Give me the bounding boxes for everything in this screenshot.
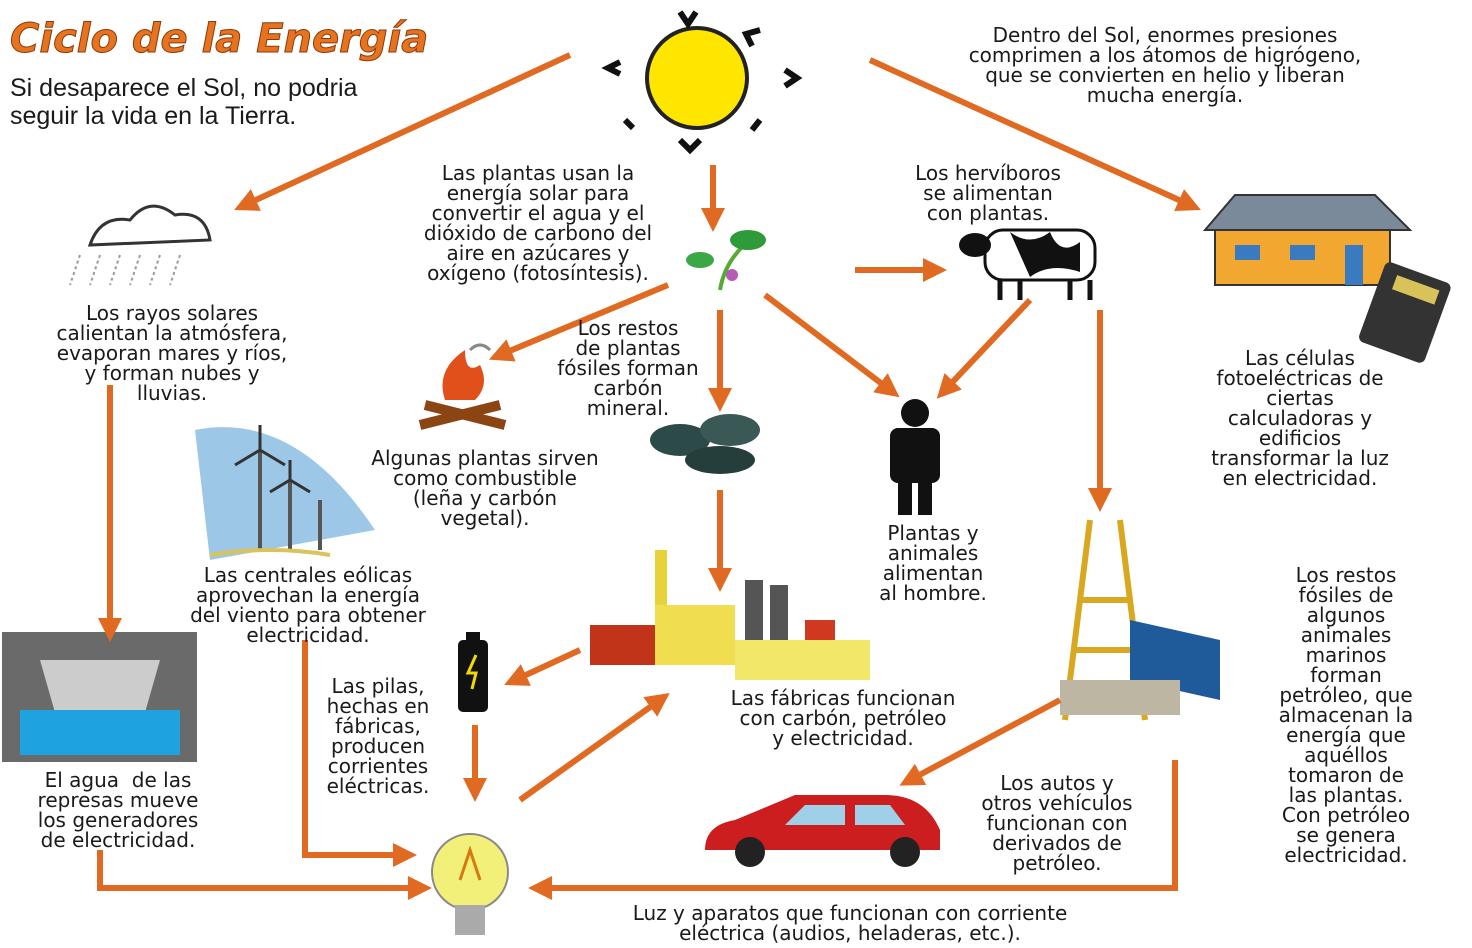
node-text: en electricidad.	[1223, 466, 1378, 490]
node-text: petróleo.	[1013, 851, 1102, 875]
title: Ciclo de la Energía	[10, 16, 428, 62]
node-text: algunos	[1307, 603, 1386, 627]
node-text: al hombre.	[879, 581, 987, 605]
node-text: fósiles forman	[557, 356, 698, 380]
node-text: Los restos	[578, 316, 679, 340]
node-text: animales	[1301, 623, 1392, 647]
node-text: petróleo, que	[1279, 683, 1412, 707]
node-text: tomaron de	[1288, 763, 1404, 787]
node-text: otros vehículos	[981, 791, 1132, 815]
battery-icon	[458, 632, 488, 712]
node-text: Plantas y	[887, 521, 978, 545]
node-text: Los restos	[1296, 563, 1397, 587]
node-text: aquéllos	[1304, 743, 1388, 767]
node-text: las plantas.	[1289, 783, 1404, 807]
node-text: aprovechan la energía	[196, 583, 420, 607]
node-text: oxígeno (fotosíntesis).	[427, 261, 649, 285]
node-text: animales	[888, 541, 979, 565]
factory-icon	[590, 550, 870, 680]
coal-icon	[650, 414, 760, 474]
node-text: electricidad.	[1284, 843, 1407, 867]
node-text: Las células	[1245, 346, 1355, 370]
dam-icon	[2, 632, 197, 762]
node-text: que se convierten en helio y liberan	[985, 63, 1345, 87]
node-text: comprimen a los átomos de higrógeno,	[969, 43, 1362, 67]
node-text: corrientes	[328, 754, 428, 778]
node-text: Luz y aparatos que funcionan con corrien…	[633, 901, 1068, 925]
subtitle-line: Si desaparece el Sol, no podria	[10, 74, 358, 102]
node-text: mucha energía.	[1087, 83, 1243, 107]
node-text: con carbón, petróleo	[739, 706, 946, 730]
node-text: fábricas,	[335, 714, 421, 738]
arrows	[97, 52, 1201, 900]
fire-icon	[418, 343, 507, 430]
node-text: edificios	[1259, 426, 1341, 450]
plant-icon	[686, 230, 766, 291]
node-text: convertir el agua y el	[432, 201, 645, 225]
node-text: Algunas plantas sirven	[371, 446, 598, 470]
node-text: del viento para obtener	[190, 603, 427, 627]
node-text: Las plantas usan la	[442, 161, 634, 185]
node-text: mineral.	[587, 396, 669, 420]
node-text: represas mueve	[38, 788, 199, 812]
node-text: (leña y carbón	[413, 486, 557, 510]
node-text: vegetal).	[441, 506, 530, 530]
node-text: electricidad.	[246, 623, 369, 647]
node-text: alimentan	[883, 561, 984, 585]
node-text: los generadores	[38, 808, 198, 832]
node-text: evaporan mares y ríos,	[57, 341, 287, 365]
node-text: calientan la atmósfera,	[56, 321, 287, 345]
node-text: El agua de las	[45, 768, 192, 792]
node-text: dióxido de carbono del	[424, 221, 652, 245]
node-text: Las centrales eólicas	[204, 563, 412, 587]
oil-rig-icon	[1060, 519, 1220, 721]
node-text: aire en azúcares y	[447, 241, 630, 265]
node-text: calculadoras y	[1228, 406, 1372, 430]
cloud-icon	[69, 204, 212, 286]
node-text: de plantas	[575, 336, 680, 360]
node-text: derivados de	[992, 831, 1122, 855]
node-text: como combustible	[393, 466, 577, 490]
node-text: Los rayos solares	[86, 301, 258, 325]
node-text: carbón	[593, 376, 662, 400]
node-text: y forman nubes y	[84, 361, 259, 385]
node-text: funcionan con	[986, 811, 1127, 835]
node-text: se genera	[1296, 823, 1396, 847]
node-text: Dentro del Sol, enormes presiones	[993, 23, 1338, 47]
node-text: fósiles de	[1299, 583, 1394, 607]
node-text: Las pilas,	[331, 674, 424, 698]
node-text: transformar la luz	[1211, 446, 1389, 470]
bulb-icon	[431, 833, 509, 935]
node-text: de electricidad.	[41, 828, 196, 852]
node-text: Los hervíboros	[915, 161, 1061, 185]
node-text: marinos	[1306, 643, 1387, 667]
node-text: eléctrica (audios, heladeras, etc.).	[679, 921, 1021, 945]
sun-icon	[601, 10, 803, 155]
node-text: con plantas.	[927, 201, 1049, 225]
node-text: ciertas	[1266, 386, 1334, 410]
house-icon	[1202, 194, 1413, 286]
node-text: se alimentan	[923, 181, 1053, 205]
node-text: producen	[331, 734, 425, 758]
node-text: hechas en	[327, 694, 430, 718]
wind-icon	[195, 425, 375, 560]
node-text: Con petróleo	[1282, 803, 1410, 827]
node-text: lluvias.	[137, 381, 207, 405]
node-text: eléctricas.	[327, 774, 430, 798]
car-icon	[705, 795, 940, 867]
node-text: forman	[1310, 663, 1382, 687]
node-text: energía solar para	[447, 181, 630, 205]
node-text: energía que	[1286, 723, 1406, 747]
node-text: fotoeléctricas de	[1216, 366, 1383, 390]
node-text: Las fábricas funcionan	[731, 686, 956, 710]
node-text: almacenan la	[1279, 703, 1414, 727]
calculator-icon	[1359, 262, 1451, 363]
node-text: Los autos y	[1000, 771, 1114, 795]
person-icon	[890, 399, 940, 515]
cow-icon	[959, 228, 1097, 300]
node-text: y electricidad.	[772, 726, 914, 750]
subtitle-line: seguir la vida en la Tierra.	[10, 102, 296, 130]
